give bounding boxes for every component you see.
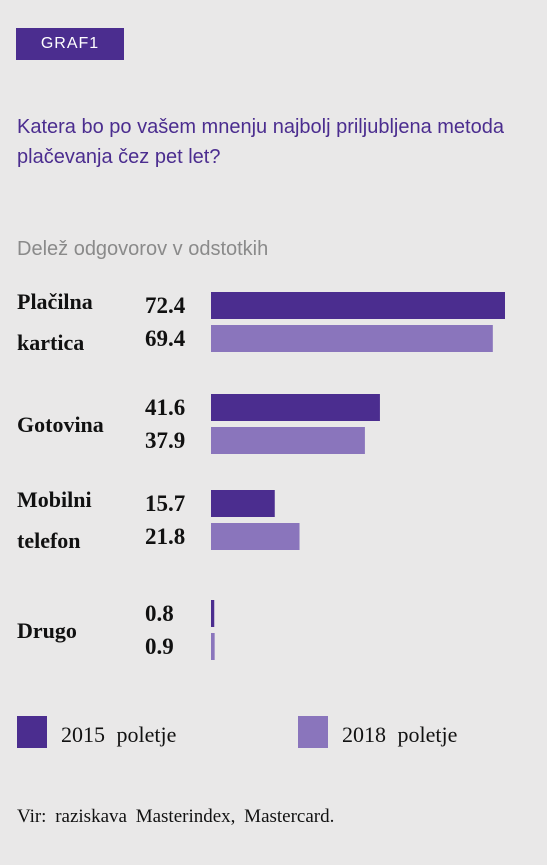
bar	[211, 633, 215, 660]
bar	[211, 490, 275, 517]
bar	[211, 523, 300, 550]
data-label: 21.8	[145, 524, 185, 549]
data-label: 41.6	[145, 395, 185, 420]
legend-swatch-2015	[17, 716, 47, 748]
chart-subtitle: Delež odgovorov v odstotkih	[17, 238, 269, 260]
bar	[211, 394, 380, 421]
source-note: Vir: raziskava Masterindex, Mastercard.	[17, 806, 335, 827]
data-label: 15.7	[145, 491, 185, 516]
data-label: 37.9	[145, 428, 185, 453]
legend: 2015 poletje 2018 poletje	[0, 716, 547, 756]
data-label: 69.4	[145, 326, 186, 351]
category-label: kartica	[17, 330, 84, 355]
category-label: Mobilni	[17, 487, 92, 512]
category-label: Drugo	[17, 618, 77, 643]
data-label: 0.9	[145, 634, 174, 659]
bar	[211, 292, 505, 319]
bar	[211, 427, 365, 454]
chart-badge: GRAF1	[16, 28, 124, 60]
category-label: Plačilna	[17, 289, 93, 314]
bar	[211, 325, 493, 352]
bar	[211, 600, 215, 627]
legend-swatch-2018	[298, 716, 328, 748]
category-label: telefon	[17, 528, 81, 553]
chart-title: Katera bo po vašem mnenju najbolj prilju…	[17, 116, 504, 168]
bar-chart: Plačilna kartica 72.4 69.4 Gotovina 41.6 37.9 M…	[17, 289, 505, 660]
data-label: 0.8	[145, 601, 174, 626]
category-label: Gotovina	[17, 412, 104, 437]
legend-label-2018: 2018 poletje	[342, 722, 458, 747]
legend-label-2015: 2015 poletje	[61, 722, 177, 747]
data-label: 72.4	[145, 293, 186, 318]
